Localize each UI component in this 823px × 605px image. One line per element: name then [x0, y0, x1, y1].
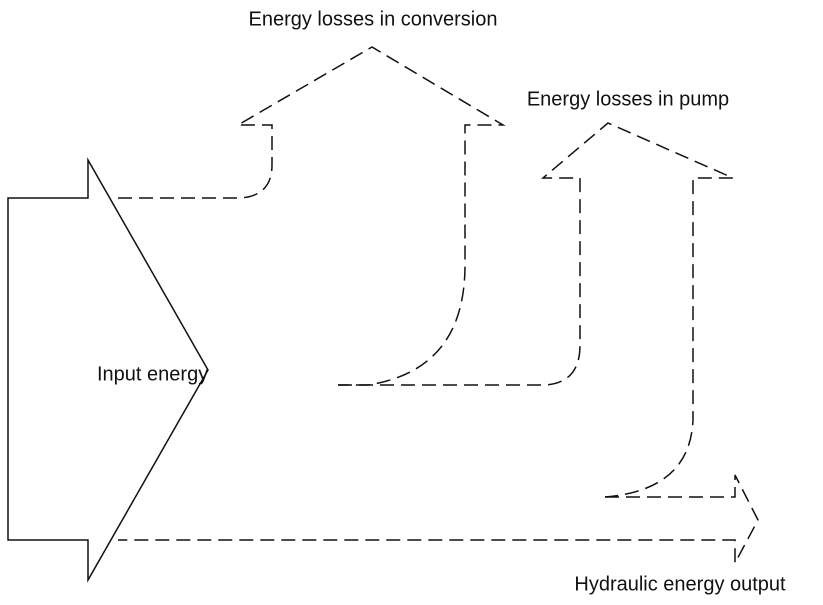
input-label: Input energy	[97, 363, 208, 385]
output-label: Hydraulic energy output	[574, 573, 786, 595]
pump-loss-label: Energy losses in pump	[527, 88, 729, 110]
output-arrow	[118, 474, 759, 564]
conversion-loss-label: Energy losses in conversion	[248, 8, 497, 30]
conversion-loss-arrow	[118, 46, 506, 386]
input-arrow	[7, 157, 209, 583]
pump-loss-arrow	[338, 122, 734, 498]
